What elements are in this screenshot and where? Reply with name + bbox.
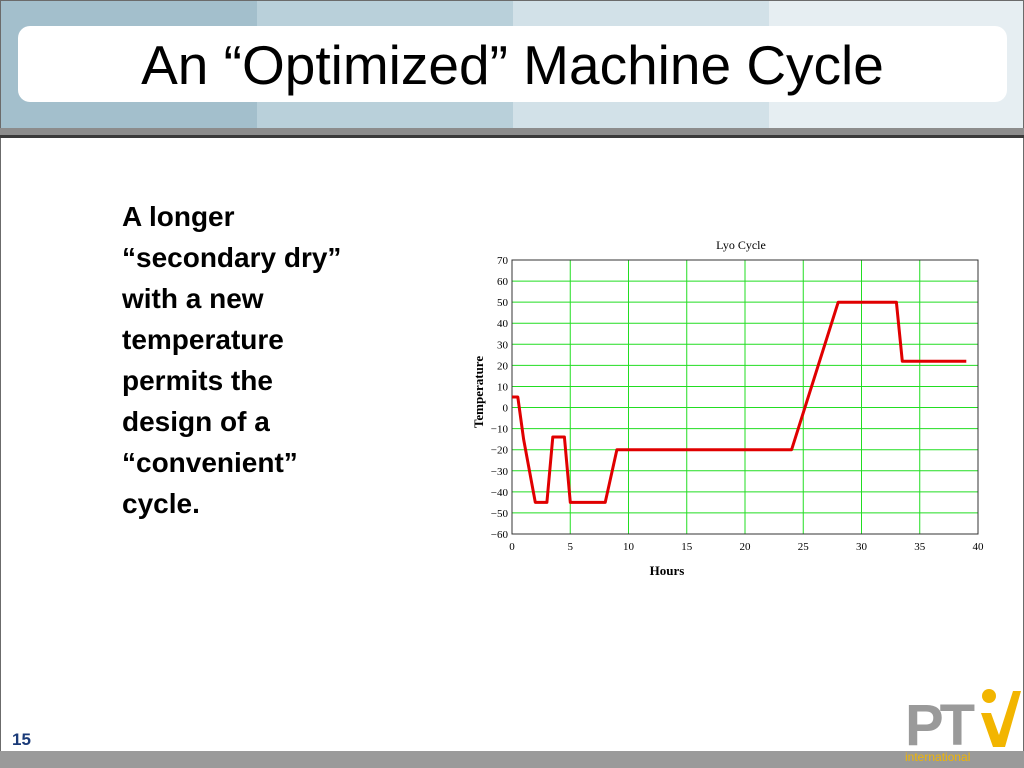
y-tick-label: 40 bbox=[497, 318, 509, 330]
body-line: A longer bbox=[122, 201, 235, 232]
body-line: cycle. bbox=[122, 488, 200, 519]
body-line: with a new bbox=[122, 283, 264, 314]
y-tick-label: 60 bbox=[497, 276, 509, 288]
x-axis-label: Hours bbox=[650, 563, 685, 578]
x-tick-label: 20 bbox=[740, 541, 752, 553]
lyo-cycle-chart: Lyo Cycle 706050403020100−10−20−30−40−50… bbox=[471, 238, 984, 578]
pti-logo: PT bbox=[905, 689, 1021, 758]
x-tick-label: 30 bbox=[856, 541, 868, 553]
body-line: design of a bbox=[122, 406, 270, 437]
svg-text:PT: PT bbox=[905, 693, 975, 758]
x-tick-label: 0 bbox=[509, 541, 515, 553]
body-line: “convenient” bbox=[122, 447, 298, 478]
slide-title: An “Optimized” Machine Cycle bbox=[141, 34, 884, 96]
x-tick-label: 25 bbox=[798, 541, 810, 553]
y-axis-label: Temperature bbox=[471, 356, 486, 428]
body-text: A longer “secondary dry” with a new temp… bbox=[122, 196, 422, 524]
y-tick-label: −50 bbox=[491, 508, 509, 520]
body-line: “secondary dry” bbox=[122, 242, 342, 273]
y-tick-label: −20 bbox=[491, 445, 509, 457]
series-line bbox=[512, 300, 967, 504]
x-tick-label: 40 bbox=[973, 541, 985, 553]
y-tick-label: −60 bbox=[491, 529, 509, 541]
x-tick-labels: 0 5 10 15 20 25 30 35 40 bbox=[509, 541, 984, 553]
x-tick-label: 15 bbox=[681, 541, 693, 553]
y-tick-label: 70 bbox=[497, 255, 509, 267]
y-tick-labels: 70 60 50 40 30 20 10 0 −10 −20 −30 −40 −50 −60 bbox=[491, 255, 509, 541]
x-tick-label: 5 bbox=[568, 541, 574, 553]
y-tick-label: 50 bbox=[497, 297, 509, 309]
y-tick-label: 0 bbox=[503, 403, 509, 415]
chart-grid bbox=[511, 259, 979, 535]
x-tick-label: 35 bbox=[914, 541, 926, 553]
y-tick-label: 30 bbox=[497, 339, 509, 351]
header-rule-dark bbox=[0, 135, 1024, 138]
y-tick-label: 10 bbox=[497, 381, 509, 393]
logo-subtitle: international bbox=[905, 750, 971, 764]
body-line: permits the bbox=[122, 365, 273, 396]
y-tick-label: −30 bbox=[491, 466, 509, 478]
title-box: An “Optimized” Machine Cycle bbox=[18, 26, 1007, 102]
body-line: temperature bbox=[122, 324, 284, 355]
y-tick-label: 20 bbox=[497, 360, 509, 372]
x-tick-label: 10 bbox=[623, 541, 635, 553]
chart-title: Lyo Cycle bbox=[716, 238, 766, 252]
footer-bar bbox=[0, 751, 1024, 768]
page-number: 15 bbox=[12, 730, 31, 749]
y-tick-label: −10 bbox=[491, 424, 509, 436]
header-rule bbox=[0, 128, 1024, 135]
y-tick-label: −40 bbox=[491, 487, 509, 499]
